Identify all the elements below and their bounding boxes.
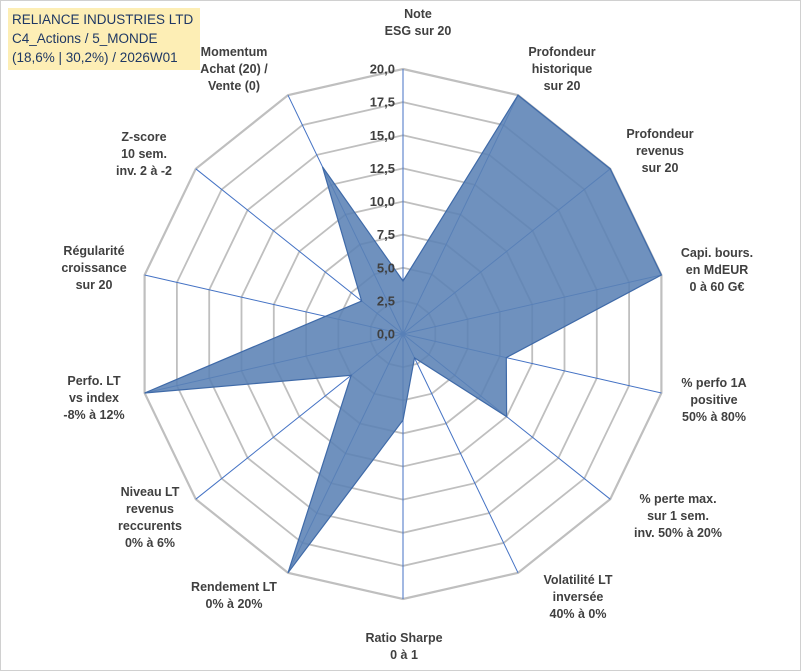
title-category: C4_Actions / 5_MONDE bbox=[12, 31, 158, 46]
series-area bbox=[144, 94, 663, 574]
tick-label-7: 17,5 bbox=[370, 95, 395, 110]
axis-label-9: Niveau LT revenus reccurents 0% à 6% bbox=[118, 485, 182, 550]
title-box: RELIANCE INDUSTRIES LTD C4_Actions / 5_M… bbox=[8, 8, 200, 70]
tick-label-5: 12,5 bbox=[370, 161, 395, 176]
axis-spoke-6 bbox=[402, 333, 519, 574]
axis-label-4: % perfo 1A positive 50% à 80% bbox=[681, 376, 746, 424]
axis-label-layer: Note ESG sur 20 Profondeur historique sur 20… bbox=[61, 7, 753, 662]
axis-label-3: Capi. bours. en MdEUR 0 à 60 G€ bbox=[681, 246, 753, 294]
axis-label-5: % perte max. sur 1 sem. inv. 50% à 20% bbox=[634, 492, 722, 540]
axis-label-12: Z-score 10 sem. inv. 2 à -2 bbox=[116, 130, 172, 178]
tick-label-0: 0,0 bbox=[377, 327, 395, 342]
axis-label-8: Rendement LT 0% à 20% bbox=[191, 580, 277, 611]
tick-label-4: 10,0 bbox=[370, 194, 395, 209]
axis-label-7: Ratio Sharpe 0 à 1 bbox=[365, 631, 442, 662]
axis-label-11: Régularité croissance sur 20 bbox=[61, 244, 126, 292]
tick-label-layer: 0,0 2,5 5,0 7,5 10,0 12,5 15,0 17,5 20,0 bbox=[370, 62, 395, 342]
axis-label-1: Profondeur historique sur 20 bbox=[528, 45, 595, 93]
title-stats: (18,6% | 30,2%) / 2026W01 bbox=[12, 50, 178, 65]
axis-label-2: Profondeur revenus sur 20 bbox=[626, 127, 693, 175]
series-area-layer bbox=[144, 94, 663, 574]
tick-label-6: 15,0 bbox=[370, 128, 395, 143]
tick-label-3: 7,5 bbox=[377, 227, 395, 242]
axis-label-0: Note ESG sur 20 bbox=[385, 7, 452, 38]
axis-label-10: Perfo. LT vs index -8% à 12% bbox=[63, 374, 124, 422]
title-company: RELIANCE INDUSTRIES LTD bbox=[12, 12, 194, 27]
tick-label-1: 2,5 bbox=[377, 293, 395, 308]
axis-label-6: Volatilité LT inversée 40% à 0% bbox=[544, 573, 613, 621]
axis-label-13: Momentum Achat (20) / Vente (0) bbox=[200, 45, 268, 93]
tick-label-2: 5,0 bbox=[377, 260, 395, 275]
tick-label-8: 20,0 bbox=[370, 62, 395, 77]
